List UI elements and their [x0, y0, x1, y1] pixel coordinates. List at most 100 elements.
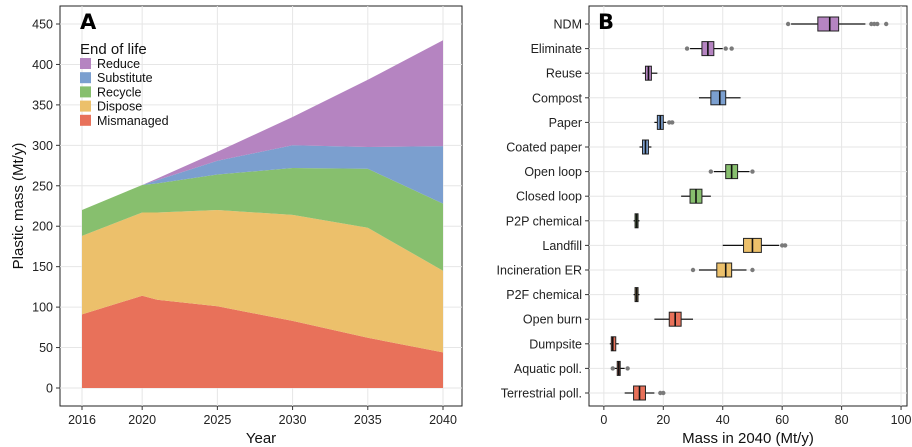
panel-b-x-tick-label: 40	[716, 413, 730, 427]
panel-a-x-tick-label: 2030	[279, 413, 307, 427]
panel-a-y-tick-label: 150	[32, 260, 53, 274]
legend-swatch-reduce	[80, 58, 91, 69]
boxplot-aquatic-poll	[610, 360, 630, 376]
panel-a-y-tick-label: 350	[32, 98, 53, 112]
legend-label-substitute: Substitute	[97, 71, 153, 85]
panel-a-y-ticks: 0 50 100 150 200 250 300 350 400 450	[32, 18, 60, 396]
box	[817, 16, 840, 32]
panel-b-gridlines	[589, 6, 907, 406]
boxplot-p2f-chemical	[633, 287, 640, 303]
category-label-open-burn: Open burn	[523, 313, 582, 327]
legend-label-reduce: Reduce	[97, 57, 140, 71]
boxplot-incineration-er	[690, 262, 755, 278]
panel-b-x-ticks: 0 20 40 60 80 100	[600, 406, 912, 427]
outlier-point	[708, 169, 714, 174]
outlier-point	[670, 120, 675, 125]
outlier-point	[875, 21, 880, 27]
legend-swatch-mismanaged	[80, 114, 91, 126]
legend-title: End of life	[80, 41, 147, 58]
panel-a-label: A	[80, 10, 97, 34]
boxplot-landfill	[722, 237, 788, 253]
boxplot-terrestrial-poll	[624, 385, 666, 401]
outlier-point	[785, 21, 791, 27]
boxplot-paper	[654, 114, 675, 130]
boxplot-eliminate	[684, 41, 734, 57]
area-dispose	[82, 210, 443, 353]
panel-a-x-tick-label: 2016	[68, 413, 96, 427]
area-recycle	[82, 168, 443, 271]
category-label-p2p-chemical: P2P chemical	[506, 214, 582, 228]
panel-b-plot-area	[588, 5, 908, 407]
category-label-p2f-chemical: P2F chemical	[506, 288, 582, 302]
boxplot-dumpsite	[609, 336, 619, 352]
boxplot-open-loop	[708, 164, 755, 180]
outlier-point	[782, 243, 788, 248]
legend-label-dispose: Dispose	[97, 100, 142, 114]
panel-a-areas	[82, 40, 443, 388]
panel-b-x-tick-label: 20	[656, 413, 670, 427]
outlier-point	[750, 267, 755, 273]
panel-b-x-tick-label: 0	[600, 413, 607, 427]
category-label-eliminate: Eliminate	[531, 42, 582, 56]
category-label-incineration-er: Incineration ER	[497, 264, 582, 278]
panel-a-y-tick-label: 250	[32, 179, 53, 193]
box	[716, 262, 733, 278]
panel-a-y-tick-label: 400	[32, 58, 53, 72]
category-label-landfill: Landfill	[542, 239, 582, 253]
panel-a: 0 50 100 150 200 250 300 350 400 450 2016 2020 2025…	[10, 5, 463, 447]
panel-a-y-tick-label: 100	[32, 301, 53, 315]
area-substitute	[82, 145, 443, 210]
boxplot-coated-paper	[639, 139, 652, 155]
area-reduce	[82, 40, 443, 211]
category-label-dumpsite: Dumpsite	[529, 337, 582, 351]
boxplot-closed-loop	[681, 188, 711, 204]
panel-a-x-tick-label: 2020	[128, 413, 156, 427]
category-label-terrestrial-poll: Terrestrial poll.	[501, 387, 582, 401]
outlier-point	[684, 46, 690, 51]
panel-b: NDM Eliminate Reuse Compost Paper Coated pape…	[497, 5, 912, 447]
category-label-open-loop: Open loop	[524, 165, 582, 179]
category-label-reuse: Reuse	[546, 67, 582, 81]
category-label-ndm: NDM	[554, 18, 582, 32]
panel-a-y-tick-label: 50	[39, 341, 53, 355]
panel-a-y-tick-label: 450	[32, 18, 53, 32]
boxplot-reuse	[642, 65, 658, 81]
panel-a-y-axis-title: Plastic mass (Mt/y)	[10, 143, 27, 270]
panel-a-x-tick-label: 2035	[354, 413, 382, 427]
category-label-compost: Compost	[532, 91, 583, 105]
outlier-point	[729, 46, 734, 51]
panel-a-y-tick-label: 200	[32, 220, 53, 234]
panel-b-x-axis-title: Mass in 2040 (Mt/y)	[682, 430, 814, 447]
panel-b-x-tick-label: 80	[835, 413, 849, 427]
panel-a-x-axis-title: Year	[246, 430, 276, 447]
panel-a-legend: End of lifeReduceSubstituteRecycleDispos…	[80, 41, 169, 128]
category-label-paper: Paper	[549, 116, 582, 130]
boxplot-ndm	[785, 16, 889, 32]
category-label-aquatic-poll: Aquatic poll.	[514, 362, 582, 376]
legend-swatch-dispose	[80, 100, 91, 112]
area-mismanaged	[82, 295, 443, 388]
panel-a-x-ticks: 2016 2020 2025 2030 2035 2040	[68, 406, 457, 427]
panel-b-label: B	[598, 10, 614, 34]
box	[710, 90, 727, 106]
legend-label-recycle: Recycle	[97, 85, 142, 99]
panel-b-x-tick-label: 100	[891, 413, 912, 427]
boxplot-open-burn	[654, 311, 694, 327]
panel-b-boxes	[609, 16, 889, 401]
legend-label-mismanaged: Mismanaged	[97, 114, 169, 128]
outlier-point	[750, 169, 755, 174]
category-label-coated-paper: Coated paper	[506, 141, 582, 155]
panel-b-x-tick-label: 60	[775, 413, 789, 427]
category-label-closed-loop: Closed loop	[516, 190, 582, 204]
panel-a-y-tick-label: 0	[46, 382, 53, 396]
outlier-point	[883, 21, 889, 27]
outlier-point	[661, 390, 666, 396]
panel-a-x-tick-label: 2025	[203, 413, 231, 427]
legend-swatch-recycle	[80, 86, 91, 98]
boxplot-p2p-chemical	[633, 213, 640, 229]
panel-a-x-tick-label: 2040	[429, 413, 457, 427]
legend-swatch-substitute	[80, 72, 91, 84]
panel-b-category-labels: NDM Eliminate Reuse Compost Paper Coated pape…	[497, 18, 589, 401]
outlier-point	[610, 366, 615, 371]
